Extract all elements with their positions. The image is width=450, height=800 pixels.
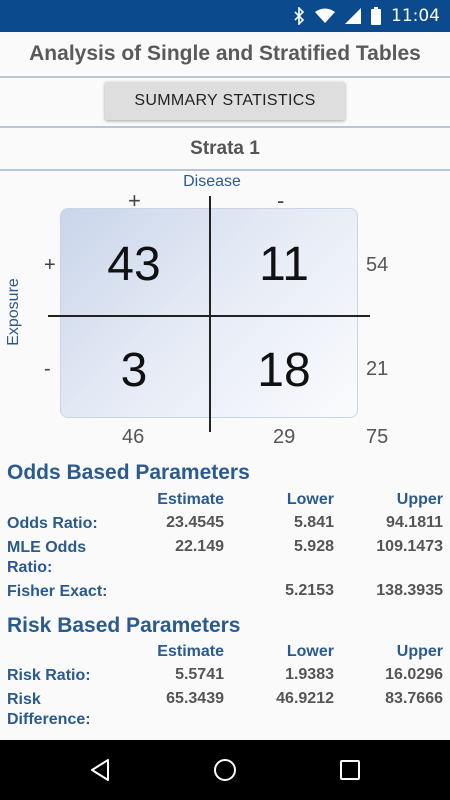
risk-ratio-estimate: 5.5741: [175, 666, 224, 683]
risk-difference-estimate: 65.3439: [166, 690, 224, 707]
col2-total: 29: [273, 426, 296, 448]
fisher-exact-label: Fisher Exact:: [7, 583, 108, 600]
odds-ratio-label: Odds Ratio:: [7, 515, 98, 532]
risk-difference-lower: 46.9212: [276, 690, 334, 707]
risk-difference-label: Risk Difference:: [7, 691, 91, 728]
col1-total: 46: [122, 426, 145, 448]
status-bar: 11:04: [0, 0, 450, 32]
fisher-exact-lower: 5.2153: [285, 582, 334, 599]
risk-upper-header: Upper: [396, 643, 443, 660]
row2-total: 21: [366, 358, 389, 380]
odds-ratio-lower: 5.841: [293, 514, 334, 531]
mle-odds-ratio-estimate: 22.149: [175, 538, 224, 555]
bluetooth-icon: [294, 7, 305, 25]
exposure-minus-header: -: [44, 358, 51, 380]
status-icons: 11:04: [293, 5, 440, 27]
risk-lower-header: Lower: [286, 643, 334, 660]
risk-ratio-lower: 1.9383: [285, 666, 334, 683]
navigation-bar: [0, 740, 450, 800]
disease-minus-header: -: [277, 188, 285, 213]
table-horizontal-divider: [48, 315, 370, 317]
cell-d[interactable]: 18: [257, 344, 311, 397]
odds-section-title: Odds Based Parameters: [7, 461, 250, 484]
divider: [0, 169, 450, 171]
status-time: 11:04: [391, 6, 440, 26]
risk-section-title: Risk Based Parameters: [7, 614, 241, 637]
risk-ratio-label: Risk Ratio:: [7, 667, 91, 684]
odds-ratio-upper: 94.1811: [386, 514, 443, 531]
exposure-plus-header: +: [44, 254, 56, 276]
divider: [0, 126, 450, 128]
summary-statistics-button[interactable]: SUMMARY STATISTICS: [105, 82, 345, 120]
exposure-axis-label: Exposure: [5, 278, 22, 346]
page-title: Analysis of Single and Stratified Tables: [29, 42, 421, 65]
back-icon[interactable]: [86, 756, 116, 784]
divider: [0, 76, 450, 78]
signal-icon: [345, 8, 361, 24]
battery-icon: [371, 7, 381, 25]
odds-ratio-estimate: 23.4545: [166, 514, 224, 531]
recents-icon[interactable]: [335, 756, 365, 784]
odds-lower-header: Lower: [286, 491, 334, 508]
disease-plus-header: +: [128, 188, 141, 213]
cell-b[interactable]: 11: [259, 238, 309, 291]
table-vertical-divider: [209, 196, 211, 432]
wifi-icon: [315, 8, 335, 23]
mle-odds-ratio-label: MLE Odds Ratio:: [7, 539, 87, 576]
home-icon[interactable]: [210, 756, 240, 784]
mle-odds-ratio-upper: 109.1473: [376, 538, 443, 555]
disease-axis-label: Disease: [183, 173, 241, 190]
cell-a[interactable]: 43: [107, 238, 161, 291]
odds-upper-header: Upper: [396, 491, 443, 508]
cell-c[interactable]: 3: [120, 344, 148, 397]
risk-difference-upper: 83.7666: [385, 690, 443, 707]
odds-estimate-header: Estimate: [157, 491, 224, 508]
risk-ratio-upper: 16.0296: [385, 666, 443, 683]
strata-title: Strata 1: [190, 138, 260, 159]
fisher-exact-upper: 138.3935: [376, 582, 443, 599]
grand-total: 75: [366, 426, 389, 448]
risk-estimate-header: Estimate: [157, 643, 224, 660]
row1-total: 54: [366, 254, 389, 276]
mle-odds-ratio-lower: 5.928: [293, 538, 334, 555]
